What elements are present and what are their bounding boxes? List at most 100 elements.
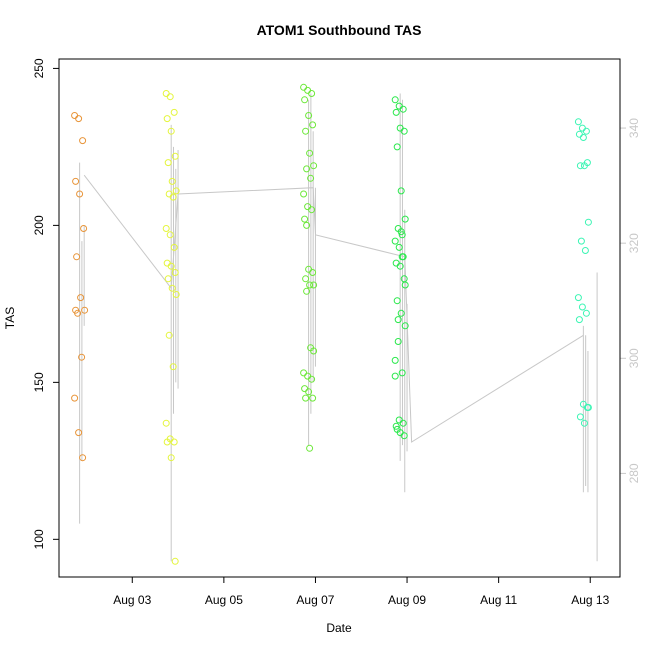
y-tick-label: 200 (32, 215, 46, 235)
data-point (172, 187, 180, 195)
data-point (401, 281, 409, 289)
data-point (309, 269, 317, 276)
data-point (401, 215, 409, 223)
data-point (302, 127, 310, 135)
data-point (301, 96, 309, 104)
data-point (392, 108, 400, 116)
x-tick-label: Aug 05 (205, 593, 243, 607)
data-point (400, 432, 408, 440)
data-point (75, 429, 83, 437)
data-point (399, 105, 407, 113)
axes: Aug 03 Aug 05 Aug 07 Aug 09 Aug 11 Aug 13 100 1… (32, 58, 641, 607)
data-point (581, 247, 589, 254)
data-point (394, 338, 402, 345)
data-point (582, 309, 590, 317)
data-point (72, 306, 80, 314)
data-point (168, 284, 176, 292)
data-point (396, 262, 404, 270)
data-point (579, 134, 587, 141)
data-point (392, 259, 400, 267)
data-point (575, 316, 583, 324)
data-point (578, 303, 586, 311)
data-point (574, 118, 582, 126)
data-point (163, 438, 171, 446)
data-point (300, 83, 308, 91)
data-point (392, 422, 400, 430)
data-point (305, 388, 313, 396)
trace-line (83, 174, 584, 443)
data-point (300, 369, 308, 377)
data-point (166, 93, 174, 101)
data-point (393, 143, 401, 151)
data-point (398, 231, 406, 239)
data-point (71, 112, 79, 119)
data-point (576, 162, 584, 170)
data-point (163, 259, 171, 267)
data-point (167, 262, 175, 270)
data-point (169, 193, 177, 201)
data-point (394, 316, 402, 324)
data-point (308, 375, 316, 383)
x-tick-label: Aug 03 (113, 593, 151, 607)
data-point (79, 454, 87, 462)
data-point (72, 177, 80, 185)
data-point (168, 177, 176, 185)
secondary-y-tick-label: 320 (627, 233, 641, 253)
data-point (395, 102, 403, 110)
data-point (79, 137, 87, 145)
data-point (172, 291, 180, 298)
data-point (303, 165, 311, 173)
data-point (397, 228, 405, 236)
data-point (391, 237, 399, 245)
background-lines (79, 93, 598, 562)
data-point (306, 444, 314, 452)
data-point (302, 275, 310, 283)
data-point (306, 149, 314, 157)
data-point (580, 162, 588, 170)
data-point (71, 394, 79, 402)
data-point (162, 419, 170, 427)
data-point (301, 215, 309, 223)
x-tick-label: Aug 09 (388, 593, 426, 607)
data-point (574, 294, 582, 302)
data-point (81, 306, 89, 314)
data-point (303, 221, 311, 229)
data-point (395, 416, 403, 424)
data-point (584, 218, 592, 226)
data-point (397, 309, 405, 317)
data-point (575, 130, 583, 138)
data-point (80, 225, 88, 232)
data-point (576, 413, 584, 421)
data-point (400, 127, 408, 135)
data-point (578, 124, 586, 132)
data-point (167, 127, 175, 135)
data-point (163, 115, 171, 123)
y-tick-label: 100 (32, 529, 46, 549)
data-point (580, 419, 588, 427)
data-point (308, 90, 316, 97)
chart-title: ATOM1 Southbound TAS (257, 22, 422, 38)
data-point (393, 425, 401, 433)
data-point (398, 369, 406, 377)
secondary-y-tick-label: 300 (627, 348, 641, 368)
data-point (73, 253, 81, 261)
data-point (397, 187, 405, 195)
x-tick-label: Aug 11 (480, 593, 517, 607)
data-point (391, 356, 399, 364)
data-point (391, 372, 399, 380)
data-point (304, 203, 312, 211)
data-point (305, 112, 313, 119)
data-point (75, 115, 83, 123)
data-point (303, 287, 311, 295)
y-tick-label: 150 (32, 372, 46, 392)
data-point (304, 86, 312, 94)
data-point (76, 190, 84, 198)
data-point (301, 385, 309, 393)
data-point (162, 90, 170, 97)
data-point (171, 152, 179, 160)
data-point (164, 159, 172, 167)
secondary-y-tick-label: 340 (627, 118, 641, 138)
data-point (77, 294, 85, 302)
data-point (582, 127, 590, 135)
data-points (71, 83, 592, 565)
